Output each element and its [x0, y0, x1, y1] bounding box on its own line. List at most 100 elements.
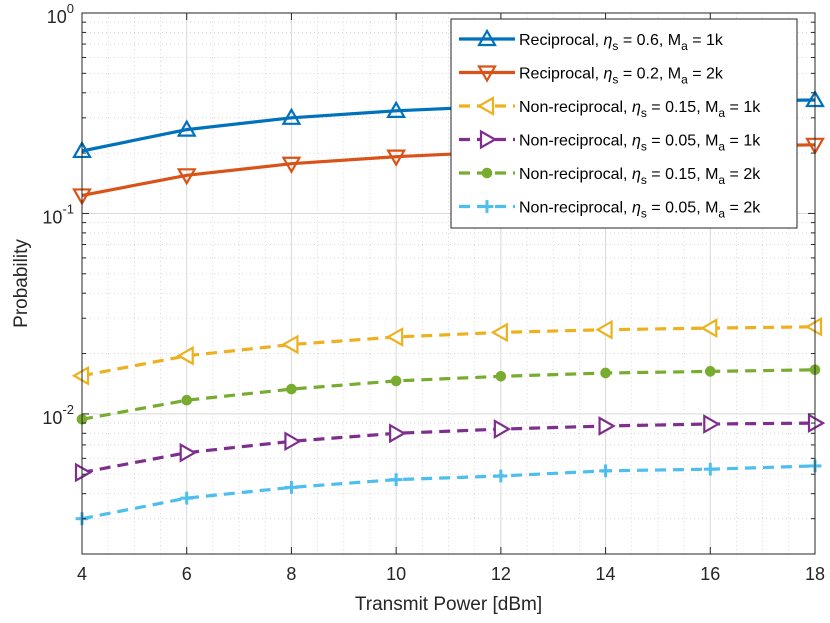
marker-triangle-left [281, 334, 299, 355]
y-tick-base: 10 [42, 207, 62, 227]
marker-triangle-right [284, 431, 302, 452]
legend-eta-value: = 0.2, M [618, 66, 681, 83]
legend-m-subscript: a [681, 39, 688, 53]
legend-m-subscript: a [681, 73, 688, 87]
legend-eta-subscript: s [641, 140, 647, 154]
legend-prefix: Non-reciprocal, [519, 133, 632, 150]
legend-label: Non-reciprocal, ηs = 0.05, Ma = 1k [519, 133, 761, 154]
legend-eta: η [603, 66, 612, 83]
marker-plus [599, 464, 612, 478]
marker-triangle-down [386, 149, 407, 167]
marker-triangle-left [490, 322, 508, 343]
legend-m-value: = 1k [725, 99, 761, 116]
marker-triangle-up [386, 100, 407, 118]
marker-circle [481, 167, 493, 179]
marker-triangle-down [281, 156, 302, 174]
marker-triangle-left [176, 345, 194, 366]
legend: Reciprocal, ηs = 0.6, Ma = 1kReciprocal,… [450, 18, 798, 229]
marker-plus [480, 200, 494, 213]
legend-box [450, 18, 798, 229]
legend-label: Reciprocal, ηs = 0.6, Ma = 1k [519, 32, 724, 53]
legend-label: Reciprocal, ηs = 0.2, Ma = 2k [519, 66, 724, 87]
legend-m-value: = 1k [688, 32, 724, 49]
series-line [81, 421, 816, 475]
legend-eta-subscript: s [641, 106, 647, 120]
y-tick-label: 100 [47, 1, 74, 27]
x-tick-label: 16 [700, 564, 720, 584]
y-tick-base: 10 [47, 7, 67, 27]
y-axis-label: Probability [11, 239, 32, 328]
series-3 [71, 316, 823, 386]
marker-plus [389, 473, 403, 487]
series-line [81, 464, 816, 521]
marker-plus [494, 469, 508, 483]
marker-triangle-left [804, 316, 823, 337]
x-tick-label: 6 [182, 564, 192, 584]
marker-triangle-right [493, 419, 512, 439]
legend-eta-value: = 0.15, M [647, 99, 719, 116]
x-axis-label: Transmit Power [dBm] [355, 594, 542, 615]
legend-m-value: = 2k [725, 200, 761, 217]
legend-m-subscript: a [718, 106, 725, 120]
legend-prefix: Reciprocal, [519, 32, 603, 49]
x-tick-label: 4 [77, 564, 87, 584]
y-tick-exponent: 0 [67, 1, 74, 16]
marker-triangle-right [479, 129, 498, 150]
marker-plus [285, 480, 298, 494]
marker-triangle-right [74, 462, 93, 483]
marker-triangle-right [389, 423, 407, 444]
series-line [81, 325, 816, 378]
marker-triangle-right [703, 414, 721, 434]
legend-m-value: = 2k [725, 166, 761, 183]
legend-eta-value: = 0.6, M [618, 32, 681, 49]
marker-triangle-down [477, 65, 497, 83]
legend-item: Non-reciprocal, ηs = 0.15, Ma = 1k [459, 96, 761, 120]
marker-triangle-down [176, 168, 197, 186]
marker-plus [703, 462, 717, 476]
legend-label: Non-reciprocal, ηs = 0.05, Ma = 2k [519, 200, 761, 221]
marker-triangle-left [700, 318, 718, 338]
legend-label: Non-reciprocal, ηs = 0.15, Ma = 2k [519, 166, 761, 187]
y-tick-base: 10 [42, 408, 62, 428]
legend-prefix: Reciprocal, [519, 66, 603, 83]
legend-m-subscript: a [718, 207, 725, 221]
legend-eta-value: = 0.15, M [647, 166, 719, 183]
marker-triangle-right [807, 413, 826, 433]
series-4 [74, 413, 826, 483]
marker-triangle-up [477, 28, 497, 47]
y-tick-label: 10-2 [42, 402, 74, 428]
x-tick-label: 18 [805, 564, 825, 584]
legend-m-value: = 1k [725, 133, 761, 150]
legend-item: Non-reciprocal, ηs = 0.05, Ma = 2k [459, 200, 761, 221]
legend-prefix: Non-reciprocal, [519, 99, 632, 116]
marker-triangle-left [476, 96, 495, 116]
x-tick-label: 12 [491, 564, 511, 584]
x-tick-label: 10 [386, 564, 406, 584]
legend-prefix: Non-reciprocal, [519, 200, 632, 217]
legend-eta-subscript: s [612, 39, 618, 53]
marker-circle [390, 375, 402, 387]
marker-circle [495, 371, 507, 382]
marker-plus [180, 491, 194, 505]
marker-circle [600, 367, 611, 379]
series-line [81, 368, 816, 421]
y-tick-exponent: -2 [62, 402, 74, 417]
marker-triangle-right [179, 442, 197, 463]
legend-eta-subscript: s [612, 73, 618, 87]
y-tick-exponent: -1 [62, 201, 74, 216]
legend-eta: η [632, 166, 641, 183]
legend-eta-value: = 0.05, M [647, 200, 719, 217]
legend-eta: η [632, 99, 641, 116]
legend-item: Non-reciprocal, ηs = 0.05, Ma = 1k [459, 129, 761, 154]
marker-triangle-left [385, 327, 404, 347]
legend-m-subscript: a [718, 173, 725, 187]
marker-triangle-right [598, 416, 616, 436]
x-tick-label: 8 [286, 564, 296, 584]
legend-prefix: Non-reciprocal, [519, 166, 632, 183]
y-tick-label: 10-1 [42, 201, 74, 227]
marker-triangle-left [595, 319, 613, 340]
x-tick-label: 14 [596, 564, 616, 584]
series-5 [76, 364, 821, 425]
marker-circle [704, 366, 716, 377]
